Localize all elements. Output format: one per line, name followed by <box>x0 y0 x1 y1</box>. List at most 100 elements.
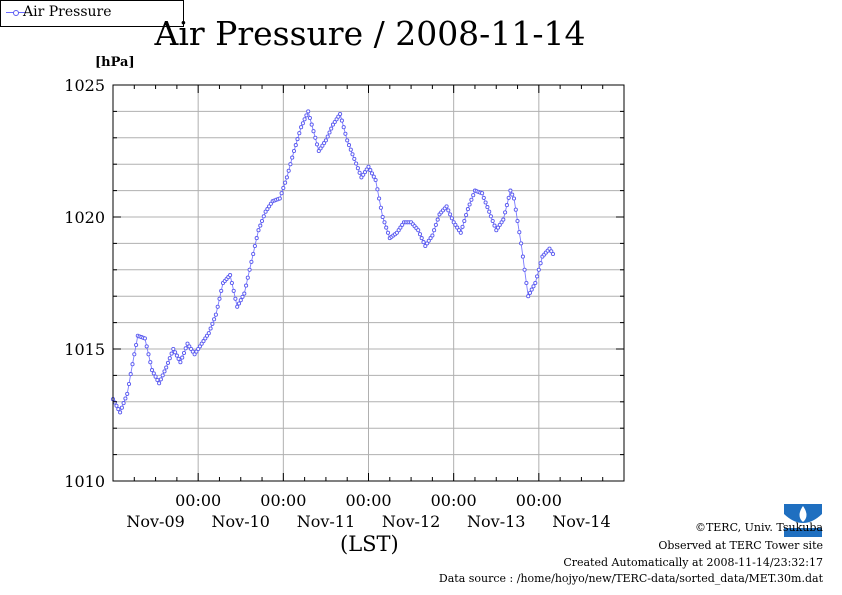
data-point <box>291 148 297 154</box>
data-point <box>119 405 124 410</box>
credit-copyright: ©TERC, Univ. Tsukuba <box>694 521 823 534</box>
data-point <box>487 209 492 214</box>
data-point <box>187 344 192 349</box>
data-point <box>245 275 250 280</box>
data-point <box>508 188 513 193</box>
data-point <box>350 152 355 157</box>
data-point <box>162 369 167 374</box>
data-point <box>464 212 469 218</box>
data-point <box>455 225 460 230</box>
data-point <box>116 407 121 412</box>
x-date-label: Nov-10 <box>212 512 270 531</box>
data-point <box>295 137 300 142</box>
data-point <box>355 166 360 171</box>
data-point <box>233 296 238 301</box>
data-point <box>368 168 373 173</box>
data-point <box>483 200 488 205</box>
data-point <box>481 195 486 200</box>
data-point <box>430 233 435 238</box>
y-tick-label: 1010 <box>64 472 105 491</box>
data-point <box>244 283 249 288</box>
data-point <box>118 410 123 415</box>
data-point <box>485 205 490 210</box>
data-point <box>210 321 215 326</box>
data-point <box>419 236 424 241</box>
axis-tick-labels: 1010 1015 1020 1025 00:00 00:00 00:00 00:00 00:0… <box>64 76 610 531</box>
data-point <box>197 344 202 349</box>
data-point <box>240 294 245 299</box>
data-point <box>183 346 188 351</box>
data-point <box>307 115 312 121</box>
x-tick-label: 00:00 <box>260 491 306 510</box>
data-point <box>550 251 556 257</box>
data-point <box>219 288 224 293</box>
data-point <box>341 125 346 130</box>
data-point <box>533 280 538 286</box>
data-point <box>181 350 187 356</box>
x-date-label: Nov-14 <box>552 512 610 531</box>
data-point <box>261 214 266 219</box>
data-point <box>322 141 327 146</box>
data-point <box>547 246 552 251</box>
data-point <box>142 336 147 341</box>
data-point <box>535 274 540 279</box>
data-point <box>501 217 506 222</box>
data-point <box>169 351 174 356</box>
data-point <box>281 185 286 191</box>
data-point <box>215 304 220 309</box>
data-point <box>524 280 529 286</box>
x-tick-label: 00:00 <box>175 491 221 510</box>
terc-logo-icon <box>782 502 824 538</box>
data-point <box>263 209 268 214</box>
y-tick-label: 1015 <box>64 340 105 359</box>
data-point <box>256 228 261 233</box>
data-point <box>416 228 421 233</box>
data-point <box>238 298 243 303</box>
chart-title: Air Pressure / 2008-11-14 <box>154 14 586 53</box>
data-point <box>426 238 431 243</box>
data-point <box>357 170 362 175</box>
data-point <box>369 171 375 176</box>
data-point <box>492 223 497 228</box>
data-point <box>325 134 330 139</box>
data-point <box>375 187 380 192</box>
data-point <box>242 291 247 296</box>
data-point <box>522 267 527 272</box>
data-point <box>148 360 153 365</box>
data-point <box>313 135 318 140</box>
data-point <box>506 195 511 200</box>
data-point <box>490 218 495 224</box>
data-point <box>462 218 467 224</box>
data-point <box>288 162 293 167</box>
data-point <box>194 349 199 354</box>
data-point <box>144 344 149 349</box>
y-tick-label: 1025 <box>64 76 105 95</box>
data-point <box>348 147 353 152</box>
data-point <box>526 294 531 299</box>
data-point <box>300 121 305 126</box>
data-point <box>421 240 426 245</box>
legend-entry-air-pressure: Air Pressure <box>23 4 112 20</box>
data-point <box>268 201 273 206</box>
data-point <box>527 290 533 295</box>
y-axis-unit-label: [hPa] <box>95 55 135 70</box>
data-point <box>339 118 344 123</box>
data-point <box>286 168 291 173</box>
data-point <box>283 180 288 185</box>
data-point <box>192 352 197 357</box>
data-point <box>519 241 524 246</box>
data-point <box>366 164 371 169</box>
data-point <box>384 225 389 230</box>
data-point <box>446 208 451 213</box>
data-point <box>151 371 156 376</box>
data-point <box>361 172 366 177</box>
data-point <box>212 317 217 322</box>
data-point <box>504 203 509 208</box>
data-point <box>423 243 428 249</box>
data-point <box>352 156 357 161</box>
data-point <box>165 360 171 365</box>
data-point <box>448 212 453 217</box>
data-point <box>125 391 130 396</box>
data-point <box>306 109 311 114</box>
